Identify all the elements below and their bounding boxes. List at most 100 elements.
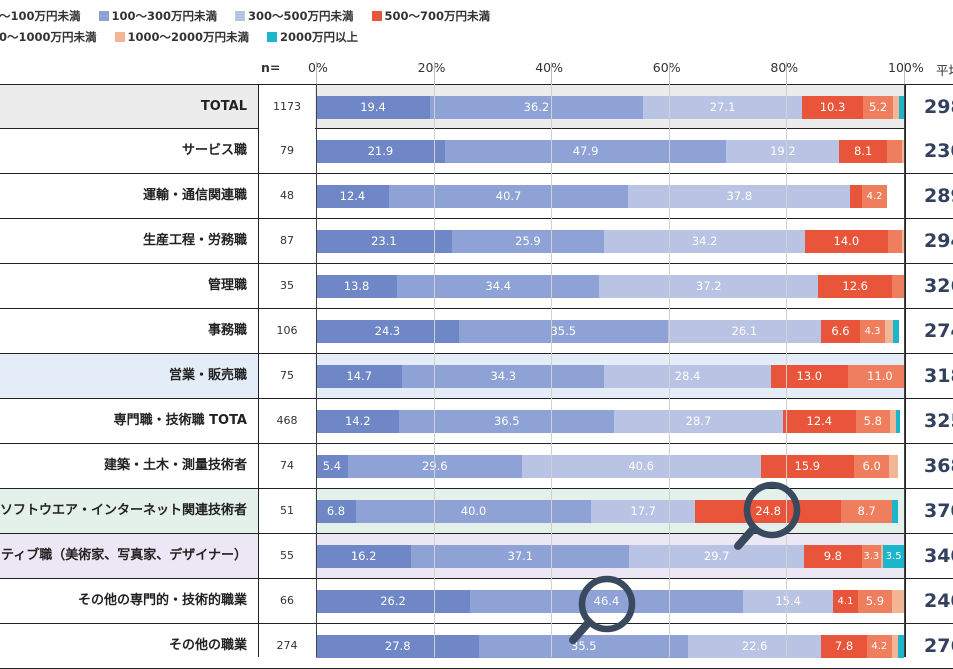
- bar-segment: 4.3: [859, 320, 886, 343]
- row-n-value: 87: [259, 219, 315, 263]
- bar-segment: 14.2: [316, 410, 400, 433]
- x-tick-label: 80%: [770, 60, 799, 75]
- row-label: 営業・販売職: [168, 368, 247, 383]
- x-tick-label: 0%: [308, 60, 328, 75]
- x-tick-label: 40%: [535, 60, 563, 75]
- legend-item: 500〜700万円未満: [371, 8, 491, 24]
- bar-segment: 37.2: [599, 275, 819, 298]
- n-header: n=: [261, 60, 281, 75]
- row-label: TOTAL: [200, 99, 247, 114]
- row-n-value: 1173: [259, 85, 315, 129]
- row-n-value: 66: [259, 579, 315, 623]
- bar-segment: 34.2: [604, 230, 806, 253]
- row-average: 230: [906, 129, 953, 173]
- bar-segment: 28.4: [604, 365, 772, 388]
- row-label: 管理職: [207, 278, 247, 293]
- bar-segment: 12.4: [316, 185, 389, 208]
- legend-label: 〜100万円未満: [0, 9, 81, 23]
- table-row: エイティブ職（美術家、写真家、デザイナー） 55 16.2 37.1 29.7 9.8 3.…: [0, 534, 953, 579]
- x-tick-label: 60%: [652, 60, 681, 75]
- row-average: 318: [906, 354, 953, 398]
- row-n-value: 274: [259, 624, 315, 668]
- gridline: [551, 84, 553, 657]
- row-average: 340: [906, 534, 953, 578]
- legend-item: 0〜1000万円未満: [0, 29, 97, 45]
- table-row: 建築・土木・測量技術者 745.429.640.615.96.0 368: [0, 444, 953, 489]
- bar-segment: 5.4: [316, 455, 348, 478]
- bar-segment: 5.8: [855, 410, 890, 433]
- legend-row-2: 0〜1000万円未満 1000〜2000万円未満 2000万円以上: [0, 29, 376, 45]
- bar-segment: 35.5: [458, 320, 668, 343]
- bar-segment: 22.6: [688, 635, 822, 658]
- bar-segment: 10.3: [802, 96, 863, 119]
- row-n-value: 468: [259, 399, 315, 443]
- bar-segment: 26.2: [316, 590, 471, 613]
- x-tick-mark: [786, 62, 788, 84]
- legend-label: 100〜300万円未満: [111, 9, 218, 23]
- bar-segment: [893, 96, 900, 119]
- row-average: 294: [906, 219, 953, 263]
- bar-segment: 19.2: [726, 140, 840, 163]
- bar-segment: 15.9: [760, 455, 854, 478]
- row-label: 建築・土木・測量技術者: [103, 458, 247, 473]
- bar-segment: 21.9: [316, 140, 445, 163]
- row-average: 325: [906, 399, 953, 443]
- legend-item: 〜100万円未満: [0, 8, 81, 24]
- gridline: [904, 84, 905, 657]
- bar-segment: 37.1: [411, 545, 630, 568]
- x-tick-mark: [551, 62, 553, 84]
- bar-segment: 8.7: [841, 500, 893, 523]
- bar-segment: 26.1: [667, 320, 822, 343]
- bar-segment: 13.8: [316, 275, 398, 298]
- bar-segment: [889, 410, 896, 433]
- bar-segment: 29.7: [629, 545, 805, 568]
- legend-label: 300〜500万円未満: [248, 9, 354, 23]
- bar-segment: 12.6: [818, 275, 893, 298]
- legend-label: 500〜700万円未満: [384, 9, 491, 23]
- row-average: 298: [906, 85, 953, 129]
- legend-swatch: [267, 32, 278, 42]
- bar-segment: [850, 185, 863, 208]
- row-n-value: 51: [259, 489, 315, 533]
- x-tick-label: 100%: [888, 60, 924, 75]
- bar-segment: 5.9: [857, 590, 893, 613]
- bar-segment: [902, 140, 904, 163]
- row-n-value: 35: [259, 264, 315, 308]
- row-label: その他の専門的・技術的職業: [77, 593, 247, 608]
- legend-swatch: [235, 11, 246, 21]
- legend-swatch: [98, 11, 109, 21]
- row-average: 289: [906, 174, 953, 218]
- bar-segment: 47.9: [444, 140, 727, 163]
- bar-segment: 3.3: [861, 545, 882, 568]
- legend-item: 100〜300万円未満: [98, 8, 218, 24]
- x-tick-mark: [668, 62, 670, 84]
- legend-label: 2000万円以上: [280, 30, 359, 44]
- bar-segment: [885, 320, 893, 343]
- legend-swatch: [114, 32, 125, 42]
- gridline: [668, 84, 670, 657]
- bar-segment: 19.4: [316, 96, 431, 119]
- row-n-value: 48: [259, 174, 315, 218]
- bar-segment: 28.7: [614, 410, 783, 433]
- bar-segment: 5.2: [862, 96, 894, 119]
- table-row: ソフトウエア・インターネット関連技術者 51 6.8 40.0 17.7 24.8 8.7 3…: [0, 489, 953, 534]
- row-label: 事務職: [207, 323, 247, 338]
- row-label: その他の職業: [168, 638, 247, 653]
- row-average: 326: [906, 264, 953, 308]
- magnifier-icon: [569, 575, 636, 644]
- row-label: 運輸・通信関連職: [142, 188, 247, 203]
- bar-segment: 15.4: [742, 590, 834, 613]
- bar-segment: 16.2: [316, 545, 412, 568]
- bar-segment: 6.0: [854, 455, 890, 478]
- bar-segment: 13.0: [771, 365, 848, 388]
- bar-segment: 36.5: [399, 410, 615, 433]
- bar-segment: 9.8: [804, 545, 862, 568]
- bar-segment: 4.2: [862, 185, 887, 208]
- bar-segment: 14.0: [805, 230, 888, 253]
